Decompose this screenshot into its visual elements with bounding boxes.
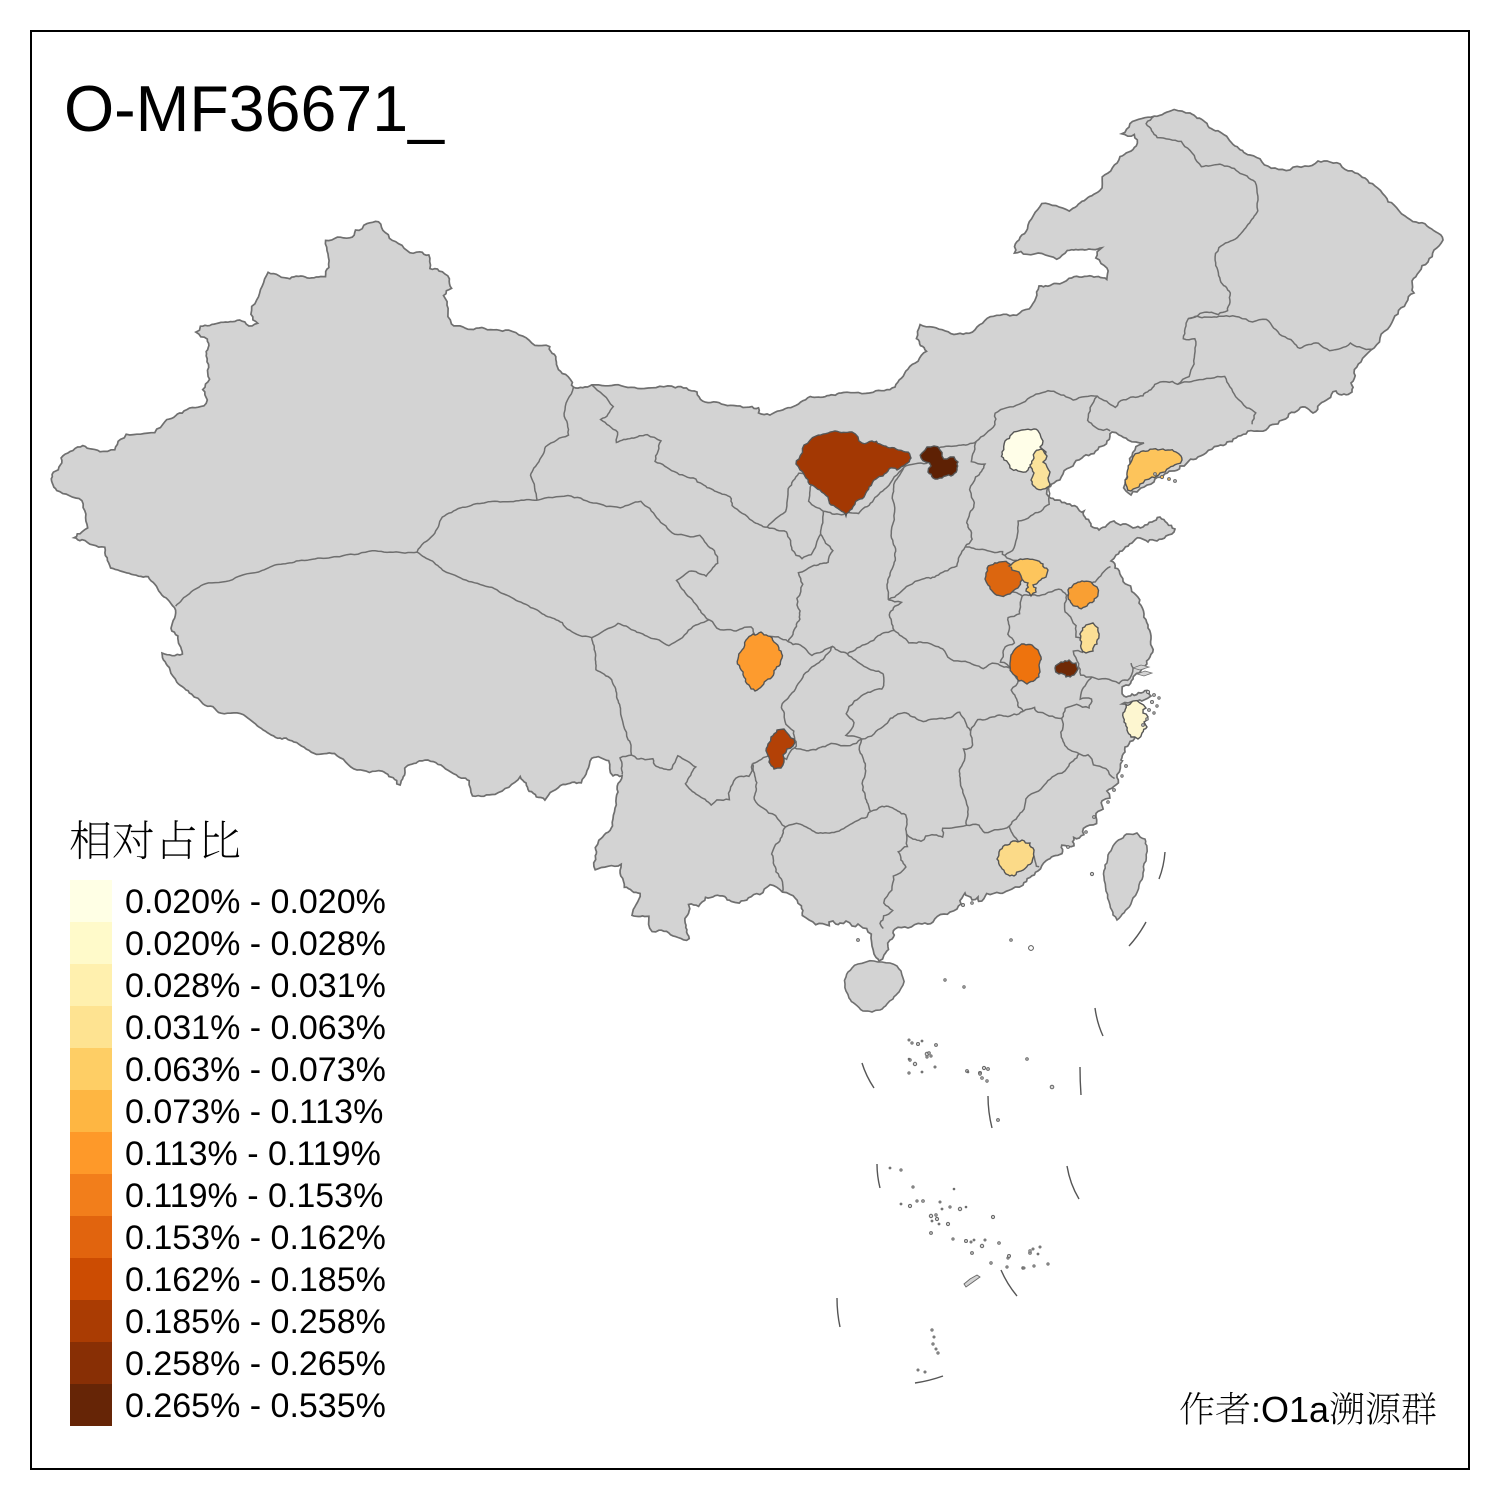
svg-text::O1a: :O1a: [1251, 1389, 1330, 1430]
svg-text:0.265% - 0.535%: 0.265% - 0.535%: [125, 1387, 386, 1425]
svg-text:0.153% - 0.162%: 0.153% - 0.162%: [125, 1219, 386, 1257]
svg-text:0.162% - 0.185%: 0.162% - 0.185%: [125, 1261, 386, 1299]
svg-text:0.063% - 0.073%: 0.063% - 0.073%: [125, 1051, 386, 1089]
svg-text:0.031% - 0.063%: 0.031% - 0.063%: [125, 1009, 386, 1047]
svg-text:O-MF36671_: O-MF36671_: [64, 73, 445, 145]
svg-text:0.185% - 0.258%: 0.185% - 0.258%: [125, 1303, 386, 1341]
svg-text:0.119% - 0.153%: 0.119% - 0.153%: [125, 1177, 383, 1215]
svg-text:0.020% - 0.020%: 0.020% - 0.020%: [125, 883, 386, 921]
svg-text:0.073% - 0.113%: 0.073% - 0.113%: [125, 1093, 383, 1131]
svg-text:0.020% - 0.028%: 0.020% - 0.028%: [125, 925, 386, 963]
svg-text:0.258% - 0.265%: 0.258% - 0.265%: [125, 1345, 386, 1383]
svg-text:0.113% - 0.119%: 0.113% - 0.119%: [125, 1135, 381, 1173]
svg-text:0.028% - 0.031%: 0.028% - 0.031%: [125, 967, 386, 1005]
